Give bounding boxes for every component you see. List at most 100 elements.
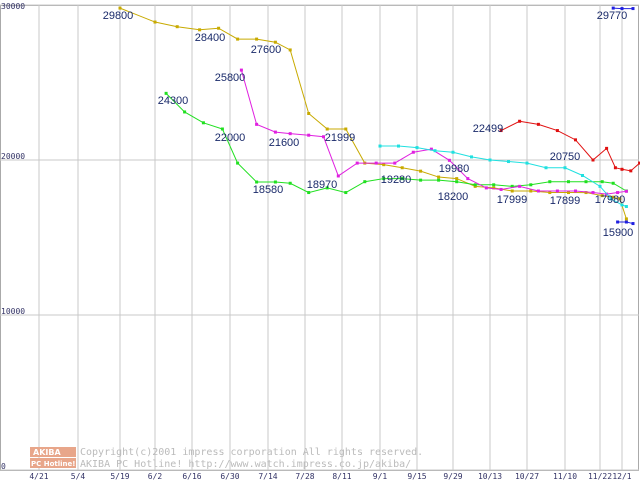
series-1-point-25: [611, 181, 615, 185]
y-tick-label-0: 0: [1, 462, 6, 471]
series-1-point-11: [363, 180, 367, 184]
data-label-9: 18970: [307, 179, 338, 191]
series-0-point-1: [153, 20, 157, 24]
series-0-point-10: [325, 127, 329, 131]
series-2-line: [240, 69, 627, 195]
data-label-16: 17899: [550, 195, 581, 207]
data-label-3: 27600: [251, 44, 282, 56]
series-0-point-11: [344, 127, 348, 131]
series-0-point-21: [529, 189, 533, 193]
series-2-point-1: [255, 122, 259, 126]
series-4-line: [500, 120, 640, 172]
series-2-point-8: [374, 161, 378, 165]
series-3-line: [380, 145, 627, 207]
series-4-point-4: [574, 138, 577, 142]
series-4-point-9: [629, 169, 633, 173]
series-1-point-18: [492, 183, 496, 187]
series-5-point-1: [624, 220, 628, 224]
series-2-point-23: [624, 189, 628, 193]
series-4-point-2: [536, 122, 540, 126]
y-tick-label-3: 30000: [1, 2, 25, 11]
series-5-point-5: [631, 7, 635, 11]
series-1-point-15: [437, 178, 441, 182]
x-tick-label-10: 9/15: [407, 472, 426, 480]
series-5-point-4: [620, 7, 624, 11]
data-label-17: 17980: [595, 194, 626, 206]
series-2-point-3: [288, 132, 292, 136]
series-0-point-3: [198, 28, 202, 32]
series-2-point-4: [307, 133, 311, 137]
data-label-11: 19980: [439, 163, 470, 175]
series-4-point-6: [605, 146, 609, 150]
x-tick-label-4: 6/16: [182, 472, 201, 480]
series-3-point-2: [415, 146, 419, 150]
series-1-point-4: [236, 161, 240, 165]
series-0-point-25: [600, 194, 604, 198]
y-axis-tick-labels: 0 10000 20000 30000: [1, 2, 25, 471]
series-0-point-7: [273, 40, 277, 44]
series-0-point-16: [437, 175, 441, 179]
x-tick-label-13: 10/27: [515, 472, 539, 480]
series-1-point-12: [382, 177, 386, 181]
series-2-point-7: [355, 161, 359, 165]
series-4-point-3: [555, 129, 559, 133]
logo-bottom-text: PC Hotline!: [31, 460, 75, 468]
series-4-point-8: [620, 167, 624, 171]
series-1-point-14: [419, 178, 423, 182]
data-label-19: 29770: [597, 10, 628, 22]
series-0-point-24: [584, 191, 588, 195]
series-1-point-24: [600, 180, 604, 184]
series-0-point-20: [510, 189, 514, 193]
data-label-5: 22000: [215, 132, 246, 144]
series-3-point-11: [581, 174, 584, 177]
chart-series: [118, 6, 640, 226]
series-2-point-5: [322, 135, 325, 139]
plot-frame: [0, 5, 639, 471]
series-0-point-27: [618, 197, 622, 201]
x-tick-label-3: 6/2: [148, 472, 163, 480]
x-tick-label-7: 7/28: [295, 472, 314, 480]
series-3-point-14: [620, 203, 624, 207]
series-2-point-6: [336, 174, 340, 178]
series-3-point-0: [378, 144, 382, 148]
series-1-point-17: [473, 183, 477, 187]
series-2-point-0: [239, 68, 243, 72]
series-1-point-0: [164, 91, 168, 95]
series-0-point-0: [118, 6, 122, 10]
series-2-point-16: [518, 184, 522, 188]
x-tick-label-6: 7/14: [258, 472, 277, 480]
series-2-point-19: [574, 189, 577, 193]
series-3-point-9: [544, 166, 548, 170]
data-label-12: 18200: [438, 191, 469, 203]
series-0-point-18: [473, 184, 477, 188]
series-1-point-13: [400, 177, 404, 181]
series-2-point-9: [393, 161, 397, 165]
series-2-point-17: [536, 189, 540, 193]
series-0-point-26: [611, 195, 615, 199]
series-1-point-8: [307, 191, 311, 195]
series-0-point-14: [400, 166, 404, 170]
series-3-point-13: [609, 197, 613, 201]
series-1-point-3: [220, 127, 224, 131]
series-3-point-10: [563, 166, 567, 170]
series-1-point-2: [201, 121, 205, 125]
series-1-point-20: [529, 183, 533, 187]
series-0-point-28: [624, 217, 628, 221]
series-0-point-4: [217, 26, 221, 30]
data-label-8: 18580: [253, 184, 284, 196]
series-0-point-22: [548, 191, 552, 195]
x-tick-label-15: 11/22: [588, 472, 612, 480]
chart-grid: [0, 4, 639, 471]
data-label-4: 25800: [215, 72, 246, 84]
data-label-13: 22499: [473, 123, 504, 135]
site-url-text: AKIBA PC Hotline! http://www.watch.impre…: [80, 459, 411, 470]
series-2-point-12: [447, 158, 451, 162]
series-1-point-23: [584, 180, 588, 184]
data-label-10: 19280: [381, 174, 412, 186]
x-tick-label-8: 8/11: [332, 472, 351, 480]
series-3-point-8: [525, 161, 529, 165]
series-0-point-23: [567, 191, 570, 195]
series-1-point-10: [344, 191, 348, 195]
x-tick-label-12: 10/13: [478, 472, 502, 480]
